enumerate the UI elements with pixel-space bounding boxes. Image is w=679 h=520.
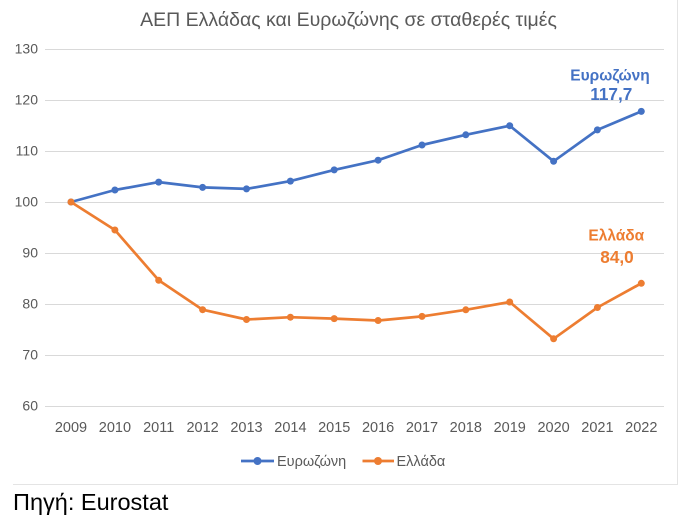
svg-text:2018: 2018: [450, 420, 482, 436]
svg-text:117,7: 117,7: [590, 84, 632, 104]
svg-text:90: 90: [22, 245, 38, 261]
svg-text:2015: 2015: [318, 420, 350, 436]
svg-text:60: 60: [22, 398, 38, 414]
svg-text:100: 100: [15, 194, 39, 210]
svg-text:2013: 2013: [230, 420, 262, 436]
svg-text:2017: 2017: [406, 420, 438, 436]
svg-text:2011: 2011: [143, 420, 174, 436]
svg-text:2012: 2012: [186, 420, 218, 436]
svg-text:Ευρωζώνη: Ευρωζώνη: [277, 454, 346, 470]
svg-text:70: 70: [22, 347, 38, 363]
svg-text:130: 130: [15, 41, 39, 57]
svg-text:Ελλάδα: Ελλάδα: [588, 227, 644, 244]
svg-text:2019: 2019: [494, 420, 526, 436]
svg-text:2014: 2014: [274, 420, 306, 436]
svg-text:2022: 2022: [625, 420, 657, 436]
svg-text:2010: 2010: [99, 420, 131, 436]
svg-text:Ελλάδα: Ελλάδα: [397, 454, 446, 470]
svg-text:2021: 2021: [581, 420, 613, 436]
svg-text:2020: 2020: [537, 420, 569, 436]
svg-text:Ευρωζώνη: Ευρωζώνη: [570, 68, 650, 85]
svg-text:84,0: 84,0: [600, 247, 633, 267]
svg-text:110: 110: [16, 143, 39, 159]
svg-text:2009: 2009: [55, 420, 87, 436]
svg-text:80: 80: [22, 296, 38, 312]
svg-text:2016: 2016: [362, 420, 394, 436]
svg-text:120: 120: [15, 92, 39, 108]
